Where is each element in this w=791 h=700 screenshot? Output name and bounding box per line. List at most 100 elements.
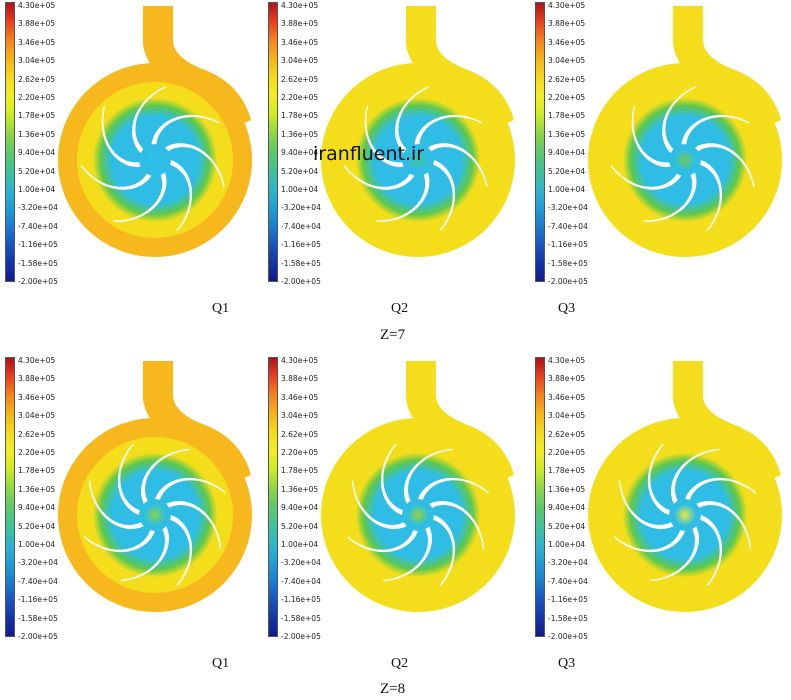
impeller-blade [614,530,685,553]
colorbar-tick-label: -3.20e+04 [281,558,321,568]
panel-z7-q1: 4.30e+05 3.88e+05 3.46e+05 3.04e+05 2.62e+05… [0,0,258,288]
impeller-region [77,82,233,238]
colorbar-tick-label: 2.62e+05 [18,429,56,439]
colorbar-tick-label: 1.00e+04 [281,185,319,194]
panel-z8-q3: 4.30e+05 3.88e+05 3.46e+05 3.04e+05 2.62e+05… [530,355,788,643]
impeller-blade [433,160,456,231]
impeller-region [340,437,496,593]
impeller-blade [170,160,193,231]
colorbar-tick-label: -2.00e+05 [548,632,588,641]
colorbar-tick-label: -7.40e+04 [548,576,588,586]
case-label-z8-q3: Q3 [558,656,576,671]
colorbar-tick-label: 4.30e+05 [18,1,56,10]
impeller-blade [631,105,671,168]
colorbar-tick-label: 2.20e+05 [18,93,56,102]
pump-contour [321,6,515,257]
impeller-blade [165,143,225,188]
impeller-blade [382,526,433,582]
colorbar-tick-label: 1.36e+05 [548,129,586,139]
colorbar-tick-label: 2.62e+05 [548,429,586,439]
colorbar-tick-label: -1.58e+05 [281,613,321,623]
colorbar-tick-label: 3.04e+05 [281,411,319,421]
colorbar-tick-label: 3.46e+05 [548,392,586,402]
case-label-z8-q1: Q1 [212,656,230,671]
impeller-blade [101,105,141,168]
colorbar-tick-label: 1.00e+04 [548,185,586,194]
impeller-blade [700,515,723,586]
pump-contour [588,6,782,257]
colorbar-tick-label: -1.58e+05 [548,258,588,268]
colorbar-tick-label: 3.46e+05 [281,392,319,402]
colorbar-tick-label: -2.00e+05 [281,277,321,286]
colorbar-tick-label: 2.20e+05 [548,448,586,457]
colorbar-tick-label: -7.40e+04 [18,576,58,586]
colorbar-tick-label: -3.20e+04 [548,558,588,568]
colorbar-tick-label: 2.62e+05 [18,74,56,84]
colorbar-tick-label: 5.20e+04 [281,521,319,531]
colorbar-tick-label: 2.62e+05 [281,429,319,439]
colorbar-tick-label: 1.36e+05 [281,129,319,139]
colorbar-tick-label: -1.58e+05 [18,613,58,623]
colorbar-tick-label: -1.16e+05 [281,240,321,250]
impeller-blade [670,448,721,504]
impeller-blade [364,105,404,168]
colorbar-tick-label: 3.04e+05 [548,411,586,421]
colorbar-tick-label: 9.40e+04 [281,503,319,513]
impeller-blade [681,114,750,145]
colorbar-tick-label: 1.78e+05 [281,111,319,121]
impeller-blade [403,448,454,504]
colorbar-tick-label: 3.88e+05 [281,374,319,384]
colorbar-tick-label: -1.16e+05 [18,595,58,605]
colorbar-tick-label: 4.30e+05 [548,1,586,10]
colorbar-tick-label: 3.88e+05 [548,19,586,29]
impeller-blade [649,526,700,582]
colorbar-tick-label: 3.88e+05 [18,374,56,384]
impeller-blade [685,477,756,500]
impeller-blade [347,530,418,553]
panel-z7-q3: 4.30e+05 3.88e+05 3.46e+05 3.04e+05 2.62e+05… [530,0,788,288]
colorbar-tick-label: 3.04e+05 [18,56,56,66]
colorbar-tick-label: 2.62e+05 [281,74,319,84]
impeller-blade [414,114,483,145]
colorbar-tick-label: 2.20e+05 [18,448,56,457]
impeller-blade [695,143,755,188]
colorbar-tick-label: 1.36e+05 [281,484,319,494]
colorbar [535,2,545,282]
colorbar [268,2,278,282]
watermark-text: iranfluent.ir [313,143,425,165]
colorbar-tick-label: 9.40e+04 [548,503,586,513]
colorbar-tick-label: 3.88e+05 [281,19,319,29]
colorbar-tick-label: 3.46e+05 [281,37,319,47]
colorbar-tick-label: 3.04e+05 [548,56,586,66]
impeller-blade [418,477,489,500]
colorbar-tick-label: 9.40e+04 [548,148,586,158]
colorbar-tick-label: 9.40e+04 [18,148,56,158]
pump-contour [588,361,782,612]
impeller-blade [88,479,144,530]
impeller-blade [696,500,752,551]
pump-contour [321,361,515,612]
row-label-z8: Z=8 [380,681,406,697]
colorbar-tick-label: -1.58e+05 [548,613,588,623]
impeller-blade [84,530,155,553]
colorbar-tick-label: -1.58e+05 [281,258,321,268]
colorbar-tick-label: -3.20e+04 [18,558,58,568]
pump-contour [58,6,252,257]
colorbar-tick-label: 4.30e+05 [18,356,56,365]
impeller-blade [140,448,191,504]
row-label-z7: Z=7 [380,327,406,343]
colorbar-tick-label: 5.20e+04 [18,521,56,531]
impeller-blade [166,500,222,551]
colorbar-tick-label: 3.46e+05 [18,392,56,402]
colorbar-tick-label: 1.36e+05 [548,484,586,494]
impeller-blade [428,143,488,188]
colorbar-tick-label: -1.16e+05 [548,240,588,250]
colorbar-tick-label: 3.04e+05 [18,411,56,421]
colorbar-tick-label: 1.00e+04 [281,540,319,549]
colorbar-tick-label: 4.30e+05 [548,356,586,365]
colorbar-tick-label: -2.00e+05 [548,277,588,286]
colorbar [5,2,15,282]
colorbar-tick-label: -7.40e+04 [548,221,588,231]
impeller-blade [155,477,226,500]
case-label-z7-q3: Q3 [558,301,576,316]
